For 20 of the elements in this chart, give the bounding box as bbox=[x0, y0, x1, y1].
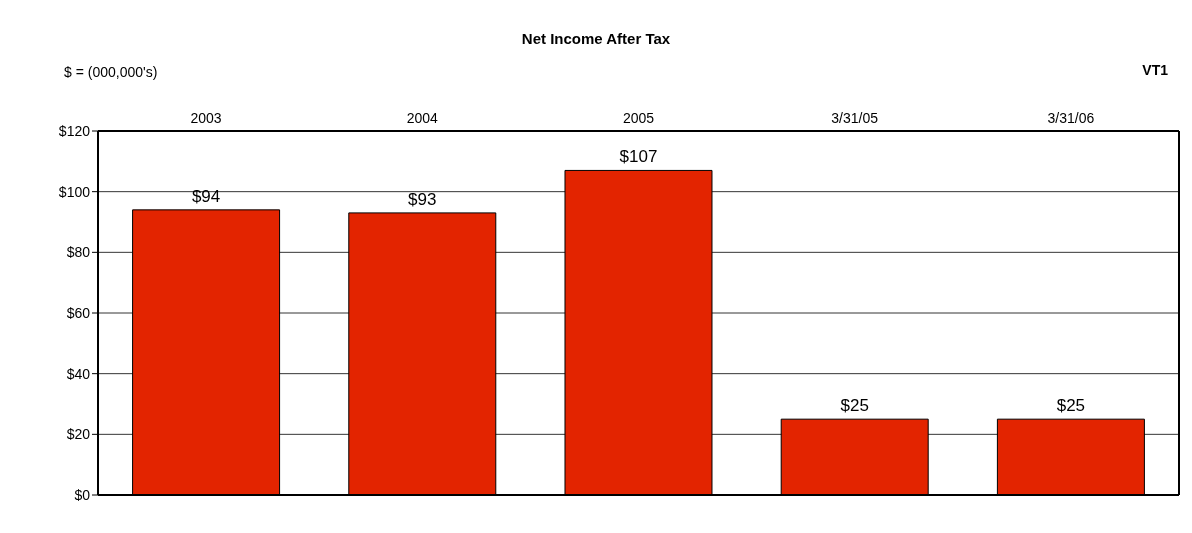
text: VT1 bbox=[1142, 62, 1168, 78]
data-label: $107 bbox=[619, 147, 658, 167]
x-tick-label: 2003 bbox=[190, 110, 222, 126]
y-tick-label: $120 bbox=[58, 122, 91, 139]
x-tick-label: 2005 bbox=[622, 110, 655, 126]
data-label: $94 bbox=[191, 186, 221, 206]
x-tick-label: 3/31/05 bbox=[831, 110, 879, 126]
data-label: $93 bbox=[408, 189, 437, 209]
data-label: $25 bbox=[1056, 396, 1086, 416]
text: $ = (000,000's) bbox=[64, 64, 158, 80]
x-tick-label: 3/31/06 bbox=[1047, 110, 1095, 126]
data-label: $25 bbox=[840, 396, 869, 416]
y-tick-label: $0 bbox=[74, 486, 91, 503]
x-tick-label: 2004 bbox=[406, 110, 439, 126]
chart-title: Net Income After Tax bbox=[520, 30, 672, 47]
y-tick-label: $20 bbox=[66, 426, 91, 443]
y-tick-label: $40 bbox=[66, 365, 91, 382]
y-tick-label: $60 bbox=[66, 304, 91, 321]
y-tick-label: $80 bbox=[66, 244, 91, 261]
y-tick-label: $100 bbox=[58, 183, 91, 200]
